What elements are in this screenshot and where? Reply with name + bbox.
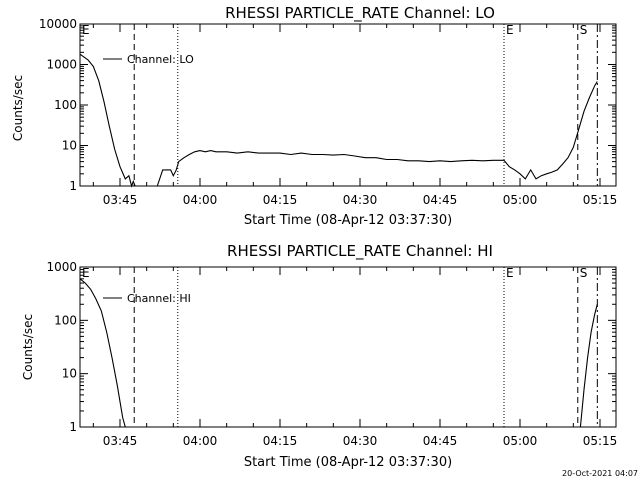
x-tick-label: 05:15 bbox=[583, 434, 618, 448]
x-tick-label: 04:00 bbox=[183, 434, 218, 448]
chart-title: RHESSI PARTICLE_RATE Channel: LO bbox=[225, 4, 495, 23]
y-tick-label: 1000 bbox=[46, 58, 77, 72]
event-marker-label: S bbox=[580, 266, 588, 280]
chart-panel-lo: RHESSI PARTICLE_RATE Channel: LO Counts/… bbox=[11, 4, 617, 228]
y-tick-label: 10000 bbox=[39, 17, 77, 31]
plot-frame bbox=[79, 23, 617, 187]
y-tick-label: 100 bbox=[54, 313, 77, 327]
footer-timestamp: 20-Oct-2021 04:07 bbox=[562, 469, 638, 478]
data-series-line bbox=[79, 278, 126, 428]
x-axis-label: Start Time (08-Apr-12 03:37:30) bbox=[244, 213, 452, 228]
x-tick-label: 03:45 bbox=[103, 434, 138, 448]
x-tick-label: 03:45 bbox=[103, 193, 138, 207]
event-marker-label: E bbox=[82, 23, 90, 37]
x-tick-label: 04:45 bbox=[423, 193, 458, 207]
y-tick-label: 10 bbox=[62, 139, 77, 153]
y-axis-label: Counts/sec bbox=[11, 75, 25, 141]
legend-label: Channel: HI bbox=[127, 292, 191, 305]
y-tick-label: 1 bbox=[69, 420, 77, 434]
x-tick-label: 05:00 bbox=[503, 434, 538, 448]
y-tick-label: 10 bbox=[62, 367, 77, 381]
event-marker-label: S bbox=[580, 23, 588, 37]
chart-panel-hi: RHESSI PARTICLE_RATE Channel: HI Counts/… bbox=[21, 242, 617, 470]
x-tick-label: 04:15 bbox=[263, 434, 298, 448]
plot-frame bbox=[79, 266, 617, 428]
x-tick-label: 05:15 bbox=[583, 193, 618, 207]
chart-title: RHESSI PARTICLE_RATE Channel: HI bbox=[227, 242, 493, 261]
x-tick-label: 04:30 bbox=[343, 193, 378, 207]
y-axis-label: Counts/sec bbox=[21, 314, 35, 380]
x-tick-label: 04:30 bbox=[343, 434, 378, 448]
x-axis-label: Start Time (08-Apr-12 03:37:30) bbox=[244, 455, 452, 470]
x-tick-label: 05:00 bbox=[503, 193, 538, 207]
x-tick-label: 04:15 bbox=[263, 193, 298, 207]
x-tick-label: 04:45 bbox=[423, 434, 458, 448]
event-marker-label: E bbox=[82, 266, 90, 280]
event-marker-label: E bbox=[506, 266, 514, 280]
y-tick-label: 1000 bbox=[46, 260, 77, 274]
y-tick-label: 1 bbox=[69, 179, 77, 193]
x-tick-label: 04:00 bbox=[183, 193, 218, 207]
data-series-line bbox=[579, 304, 598, 428]
event-marker-label: E bbox=[506, 23, 514, 37]
data-series-line bbox=[79, 53, 598, 188]
y-tick-label: 100 bbox=[54, 98, 77, 112]
legend-label: Channel: LO bbox=[127, 53, 194, 66]
